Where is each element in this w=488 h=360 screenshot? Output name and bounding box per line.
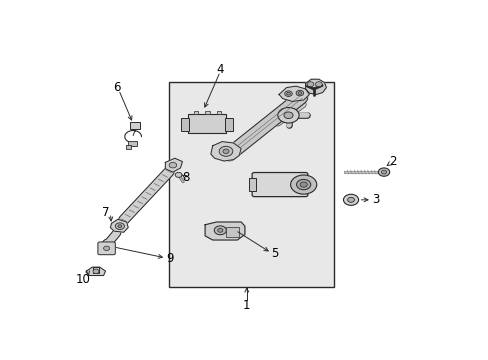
Circle shape bbox=[175, 172, 182, 177]
Text: 8: 8 bbox=[182, 171, 189, 184]
Circle shape bbox=[277, 108, 299, 123]
Text: 6: 6 bbox=[113, 81, 121, 94]
Circle shape bbox=[214, 226, 226, 235]
Circle shape bbox=[347, 197, 354, 202]
Circle shape bbox=[290, 175, 316, 194]
Circle shape bbox=[381, 170, 386, 174]
Text: 10: 10 bbox=[75, 273, 90, 286]
Circle shape bbox=[169, 162, 176, 168]
Circle shape bbox=[103, 246, 109, 251]
Polygon shape bbox=[110, 219, 128, 232]
Circle shape bbox=[284, 91, 292, 96]
Circle shape bbox=[343, 194, 358, 205]
Circle shape bbox=[115, 223, 124, 229]
Text: 9: 9 bbox=[166, 252, 174, 265]
Polygon shape bbox=[210, 141, 241, 161]
Bar bbox=[169, 82, 333, 287]
Bar bbox=[225, 118, 232, 131]
Circle shape bbox=[378, 168, 389, 176]
Text: 2: 2 bbox=[388, 154, 396, 167]
Text: 1: 1 bbox=[243, 299, 250, 312]
Circle shape bbox=[223, 149, 228, 153]
Bar bbox=[181, 118, 188, 131]
Circle shape bbox=[306, 82, 313, 87]
Bar bbox=[188, 114, 225, 133]
Bar bbox=[248, 179, 255, 191]
Circle shape bbox=[295, 90, 303, 96]
Bar bbox=[128, 141, 136, 146]
Polygon shape bbox=[205, 222, 244, 240]
Circle shape bbox=[93, 269, 99, 274]
Bar bbox=[216, 111, 221, 114]
Bar bbox=[225, 227, 239, 237]
Text: 3: 3 bbox=[371, 193, 379, 206]
FancyBboxPatch shape bbox=[252, 172, 307, 197]
Circle shape bbox=[315, 82, 322, 87]
FancyBboxPatch shape bbox=[98, 242, 115, 255]
Circle shape bbox=[286, 92, 290, 95]
Circle shape bbox=[284, 112, 292, 118]
Polygon shape bbox=[279, 86, 309, 102]
Circle shape bbox=[296, 179, 310, 190]
Bar bbox=[130, 122, 139, 129]
Polygon shape bbox=[165, 158, 182, 172]
Text: 4: 4 bbox=[216, 63, 224, 76]
Text: 7: 7 bbox=[102, 206, 109, 219]
Circle shape bbox=[118, 225, 122, 228]
Bar bbox=[205, 111, 209, 114]
Bar bbox=[125, 145, 131, 149]
Circle shape bbox=[217, 228, 223, 232]
Bar bbox=[193, 111, 198, 114]
Polygon shape bbox=[305, 79, 326, 94]
Polygon shape bbox=[86, 267, 105, 275]
Circle shape bbox=[300, 182, 306, 187]
Circle shape bbox=[219, 146, 232, 156]
Text: 5: 5 bbox=[271, 247, 278, 260]
Circle shape bbox=[297, 92, 301, 94]
Bar bbox=[93, 267, 99, 273]
